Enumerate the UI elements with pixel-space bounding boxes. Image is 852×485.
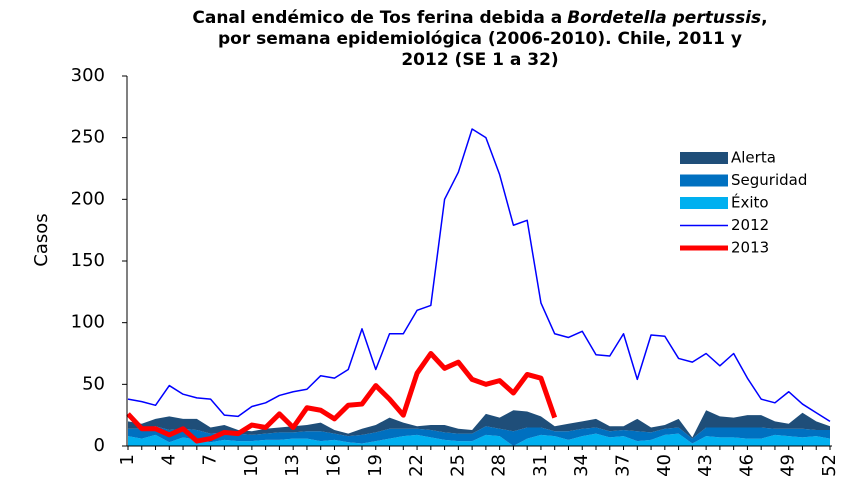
x-tick-label: 16 xyxy=(323,454,344,477)
legend-swatch xyxy=(680,197,728,209)
x-tick-label: 52 xyxy=(819,454,840,477)
y-tick-label: 50 xyxy=(82,373,105,394)
line xyxy=(127,128,831,422)
x-tick-label: 13 xyxy=(282,454,303,477)
x-tick-label: 43 xyxy=(695,454,716,477)
legend-swatch xyxy=(680,152,728,164)
x-tick-label: 7 xyxy=(200,454,221,465)
x-tick-label: 25 xyxy=(447,454,468,477)
y-tick-label: 250 xyxy=(71,127,105,148)
title-part: , xyxy=(761,8,767,28)
x-tick-label: 37 xyxy=(613,454,634,477)
chart-title: por semana epidemiológica (2006-2010). C… xyxy=(218,29,742,49)
line xyxy=(126,351,558,444)
x-tick-label: 28 xyxy=(489,454,510,477)
x-tick-label: 1 xyxy=(117,454,138,465)
y-tick-label: 100 xyxy=(71,312,105,333)
legend-label: 2013 xyxy=(731,239,769,257)
area xyxy=(128,426,830,446)
x-tick-label: 46 xyxy=(736,454,757,477)
x-tick-label: 4 xyxy=(158,454,179,465)
legend-label: Éxito xyxy=(731,193,769,212)
legend-label: Seguridad xyxy=(731,171,807,189)
y-tick-label: 150 xyxy=(71,250,105,271)
x-tick-label: 19 xyxy=(365,454,386,477)
title-part: Bordetella pertussis xyxy=(567,8,761,28)
area xyxy=(128,410,830,439)
legend-label: Alerta xyxy=(731,149,776,167)
title-part: Canal endémico de Tos ferina debida a xyxy=(192,8,562,28)
x-tick-label: 49 xyxy=(778,454,799,477)
chart-title: 2012 (SE 1 a 32) xyxy=(401,50,558,70)
y-tick-label: 0 xyxy=(94,435,105,456)
x-tick-label: 40 xyxy=(654,454,675,477)
y-tick-label: 300 xyxy=(71,65,105,86)
legend-label: 2012 xyxy=(731,216,769,234)
area xyxy=(128,433,830,446)
x-tick-label: 10 xyxy=(241,454,262,477)
x-tick-label: 31 xyxy=(530,454,551,477)
chart-title: Canal endémico de Tos ferina debida a Bor… xyxy=(192,8,767,28)
y-tick-label: 200 xyxy=(71,188,105,209)
x-tick-label: 22 xyxy=(406,454,427,477)
y-axis-label: Casos xyxy=(31,213,52,266)
x-tick-label: 34 xyxy=(571,454,592,477)
legend-swatch xyxy=(680,174,728,187)
